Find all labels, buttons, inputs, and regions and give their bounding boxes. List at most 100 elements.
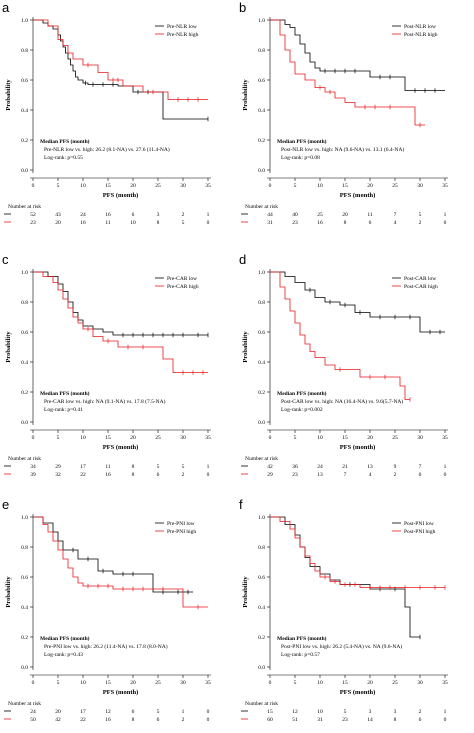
risk-count: 2 — [182, 472, 185, 478]
risk-count: 7 — [394, 212, 397, 218]
legend-entry: Pre-CAR high — [167, 284, 199, 290]
risk-count: 0 — [444, 220, 447, 226]
risk-count: 51 — [292, 717, 298, 723]
x-axis-title: PFS (month) — [103, 444, 139, 451]
y-tick-label: 0.4 — [21, 605, 28, 611]
y-tick-label: 0.8 — [21, 545, 28, 551]
risk-count: 8 — [344, 220, 347, 226]
legend-entry: Post-NLR high — [404, 32, 438, 38]
risk-count: 9 — [394, 464, 397, 470]
risk-count: 0 — [444, 717, 447, 723]
risk-count: 0 — [419, 472, 422, 478]
risk-count: 8 — [132, 464, 135, 470]
x-tick-label: 25 — [392, 680, 398, 686]
risk-table-title: Number at risk — [245, 456, 278, 462]
legend-entry: Pre-CAR low — [167, 276, 197, 282]
x-tick-label: 35 — [442, 435, 448, 441]
risk-count: 3 — [369, 709, 372, 715]
risk-count: 25 — [317, 212, 323, 218]
y-tick-label: 0.2 — [21, 390, 28, 396]
x-axis-title: PFS (month) — [340, 192, 376, 199]
y-tick-label: 0.2 — [258, 635, 265, 641]
y-tick-label: 0.8 — [258, 300, 265, 306]
panel-label: e — [2, 497, 9, 512]
y-axis-title: Probability — [5, 79, 12, 111]
risk-count: 0 — [207, 220, 210, 226]
x-tick-label: 20 — [367, 435, 373, 441]
x-axis-title: PFS (month) — [103, 192, 139, 199]
x-tick-label: 5 — [57, 183, 60, 189]
y-tick-label: 0.8 — [21, 300, 28, 306]
x-tick-label: 30 — [180, 183, 186, 189]
km-curve-pre-nlr-high — [33, 19, 208, 100]
risk-count: 4 — [369, 472, 372, 478]
risk-count: 23 — [342, 717, 348, 723]
median-text: Post-PNI low vs. high: 26.2 (5.4-NA) vs.… — [281, 643, 402, 650]
risk-table-title: Number at risk — [245, 701, 278, 707]
median-title: Median PFS (month) — [40, 138, 90, 145]
risk-count: 2 — [182, 212, 185, 218]
median-text: Pre-CAR low vs. high: NA (9.1-NA) vs. 17… — [44, 398, 166, 405]
risk-count: 1 — [444, 212, 447, 218]
x-tick-label: 0 — [32, 435, 35, 441]
risk-count: 8 — [132, 717, 135, 723]
risk-count: 1 — [444, 464, 447, 470]
x-tick-label: 20 — [130, 680, 136, 686]
legend-entry: Pre-NLR high — [167, 32, 199, 38]
y-tick-label: 0.6 — [258, 575, 265, 581]
risk-count: 10 — [130, 220, 136, 226]
risk-count: 24 — [80, 212, 86, 218]
risk-count: 6 — [132, 709, 135, 715]
x-tick-label: 35 — [205, 183, 211, 189]
y-tick-label: 0.0 — [21, 420, 28, 426]
risk-count: 7 — [344, 472, 347, 478]
y-tick-label: 0.8 — [258, 48, 265, 54]
legend-entry: Post-PNI high — [404, 529, 436, 535]
risk-count: 0 — [207, 472, 210, 478]
risk-count: 29 — [267, 472, 273, 478]
risk-count: 13 — [317, 472, 323, 478]
risk-count: 17 — [80, 464, 86, 470]
panel-label: d — [239, 252, 246, 267]
logrank-text: Log-rank: p=0.002 — [281, 407, 323, 413]
y-tick-label: 0.8 — [21, 48, 28, 54]
risk-count: 5 — [344, 709, 347, 715]
y-tick-label: 1.0 — [258, 515, 265, 521]
km-curve-post-nlr-high — [270, 19, 425, 126]
x-tick-label: 10 — [317, 183, 323, 189]
risk-count: 16 — [105, 212, 111, 218]
km-curve-pre-car-high — [33, 271, 208, 373]
risk-count: 16 — [105, 472, 111, 478]
x-tick-label: 15 — [105, 680, 111, 686]
legend-entry: Post-NLR low — [404, 24, 436, 30]
y-tick-label: 0.4 — [258, 605, 265, 611]
risk-count: 8 — [157, 220, 160, 226]
y-tick-label: 0.6 — [21, 575, 28, 581]
x-tick-label: 30 — [180, 435, 186, 441]
risk-count: 44 — [267, 212, 273, 218]
logrank-text: Log-rank: p=0.08 — [281, 155, 320, 161]
risk-count: 3 — [394, 709, 397, 715]
y-tick-label: 0.8 — [258, 545, 265, 551]
risk-count: 2 — [394, 472, 397, 478]
legend-entry: Pre-NLR low — [167, 24, 197, 30]
risk-count: 42 — [267, 464, 273, 470]
risk-count: 39 — [30, 472, 36, 478]
y-axis-title: Probability — [242, 576, 249, 608]
risk-count: 11 — [367, 212, 373, 218]
risk-count: 11 — [105, 464, 111, 470]
risk-count: 16 — [80, 220, 86, 226]
risk-count: 21 — [342, 464, 348, 470]
y-tick-label: 0.6 — [21, 78, 28, 84]
x-tick-label: 20 — [130, 435, 136, 441]
y-tick-label: 0.2 — [21, 635, 28, 641]
risk-count: 23 — [30, 220, 36, 226]
median-title: Median PFS (month) — [277, 138, 327, 145]
risk-count: 14 — [367, 717, 373, 723]
risk-count: 60 — [267, 717, 273, 723]
risk-table-title: Number at risk — [245, 204, 278, 210]
x-tick-label: 10 — [317, 680, 323, 686]
risk-count: 13 — [367, 464, 373, 470]
